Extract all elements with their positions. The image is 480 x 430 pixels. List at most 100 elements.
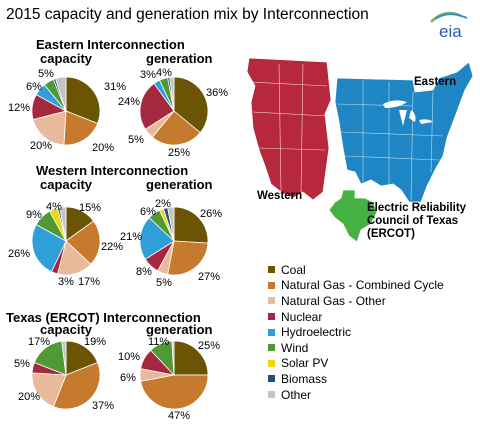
section-title-texas: Texas (ERCOT) Interconnection	[6, 310, 201, 325]
data-label: 5%	[38, 68, 54, 80]
pie-slice-natural-gas-combined-cycle	[167, 240, 209, 276]
data-label: 5%	[14, 358, 30, 370]
legend-item-biomass: Biomass	[268, 371, 444, 387]
page-title: 2015 capacity and generation mix by Inte…	[6, 6, 369, 23]
legend-swatch	[268, 281, 275, 289]
map-label-western: Western	[257, 190, 303, 202]
data-label: 24%	[118, 96, 141, 108]
data-label: 11%	[148, 336, 170, 348]
data-label: 5%	[128, 134, 144, 146]
data-label: 20%	[18, 391, 41, 403]
data-label: 26%	[8, 248, 31, 260]
legend-label: Wind	[281, 340, 309, 355]
data-label: 2%	[155, 198, 171, 210]
pie-slice-natural-gas-other	[31, 372, 67, 408]
pie-slice-other	[167, 206, 175, 242]
legend-item-coal: Coal	[268, 262, 444, 278]
pie-slice-other	[54, 76, 67, 112]
legend-item-solar-pv: Solar PV	[268, 356, 444, 372]
pie-slice-natural-gas-combined-cycle	[65, 220, 101, 265]
pie-slice-coal	[65, 76, 101, 125]
data-label: 26%	[200, 208, 223, 220]
data-label: 17%	[28, 336, 51, 348]
legend-label: Natural Gas - Other	[281, 293, 386, 308]
legend-swatch	[268, 328, 275, 336]
eia-logo: eia	[427, 6, 475, 42]
pie-slice-natural-gas-other	[32, 110, 67, 146]
pie-slice-other	[59, 206, 67, 242]
subtitle-texas-capacity: capacity	[40, 322, 93, 337]
legend-item-natural-gas-combined-cycle: Natural Gas - Combined Cycle	[268, 278, 444, 294]
data-label: 25%	[168, 147, 191, 159]
pie-slice-coal	[65, 340, 99, 376]
data-label: 19%	[84, 336, 107, 348]
data-label: 22%	[101, 241, 124, 253]
eastern-interconnection-region	[334, 61, 474, 203]
legend-swatch	[268, 266, 275, 274]
eia-logo-mark: eia	[430, 11, 468, 41]
subtitle-eastern-capacity: capacity	[40, 51, 93, 66]
data-label: 17%	[78, 276, 101, 288]
legend-item-nuclear: Nuclear	[268, 309, 444, 325]
data-label: 9%	[26, 209, 42, 221]
legend-label: Coal	[281, 262, 306, 277]
data-label: 6%	[140, 206, 156, 218]
pie-western-capacity	[31, 206, 101, 276]
map-label-eastern: Eastern	[414, 76, 457, 88]
pie-slice-coal	[173, 76, 209, 134]
pie-texas-capacity	[31, 340, 101, 410]
eia-logo-text: eia	[439, 22, 462, 41]
pie-slice-hydroelectric	[139, 217, 175, 260]
data-label: 6%	[26, 81, 42, 93]
legend-label: Solar PV	[281, 356, 329, 371]
data-label: 12%	[8, 102, 31, 114]
data-label: 4%	[46, 201, 62, 213]
section-title-eastern: Eastern Interconnection	[36, 37, 185, 52]
pie-slice-other	[171, 340, 175, 376]
data-label: 36%	[206, 87, 229, 99]
pie-slice-other	[169, 76, 175, 112]
data-label: 10%	[118, 351, 141, 363]
legend-swatch	[268, 391, 275, 399]
pie-slice-coal	[173, 206, 209, 244]
legend-item-other: Other	[268, 387, 444, 403]
legend-label: Natural Gas - Combined Cycle	[281, 278, 444, 293]
pie-eastern-generation	[139, 76, 209, 146]
legend-swatch	[268, 344, 275, 352]
legend: Coal Natural Gas - Combined Cycle Natura…	[268, 262, 444, 402]
legend-swatch	[268, 313, 275, 321]
pie-slice-natural-gas-combined-cycle	[140, 374, 209, 410]
data-label: 6%	[120, 372, 136, 384]
data-label: 15%	[79, 202, 102, 214]
data-label: 37%	[92, 400, 115, 412]
subtitle-eastern-generation: generation	[146, 51, 213, 66]
pie-slice-other	[61, 340, 67, 376]
legend-label: Nuclear	[281, 309, 323, 324]
legend-item-natural-gas-other: Natural Gas - Other	[268, 293, 444, 309]
data-label: 20%	[30, 140, 53, 152]
pie-eastern-capacity	[31, 76, 101, 146]
legend-item-wind: Wind	[268, 340, 444, 356]
interconnection-map	[246, 57, 474, 243]
map-label-ercot: Electric Reliability Council of Texas (E…	[367, 202, 467, 240]
data-label: 5%	[156, 277, 172, 289]
data-label: 31%	[104, 81, 127, 93]
legend-label: Other	[281, 387, 312, 402]
eastern-state-borders	[336, 80, 444, 201]
legend-swatch	[268, 359, 275, 367]
pie-slice-natural-gas-combined-cycle	[63, 110, 99, 146]
ercot-region	[328, 189, 378, 243]
section-title-western: Western Interconnection	[36, 163, 189, 178]
data-label: 3%	[58, 276, 74, 288]
western-state-borders	[250, 63, 328, 193]
legend-swatch	[268, 297, 275, 305]
data-label: 21%	[120, 231, 143, 243]
subtitle-texas-generation: generation	[146, 322, 213, 337]
pie-slice-coal	[173, 340, 209, 376]
data-label: 47%	[168, 410, 191, 422]
data-label: 27%	[198, 271, 221, 283]
data-label: 3%	[140, 69, 156, 81]
data-label: 25%	[198, 340, 221, 352]
pie-texas-generation	[139, 340, 209, 410]
great-lakes	[383, 100, 433, 126]
